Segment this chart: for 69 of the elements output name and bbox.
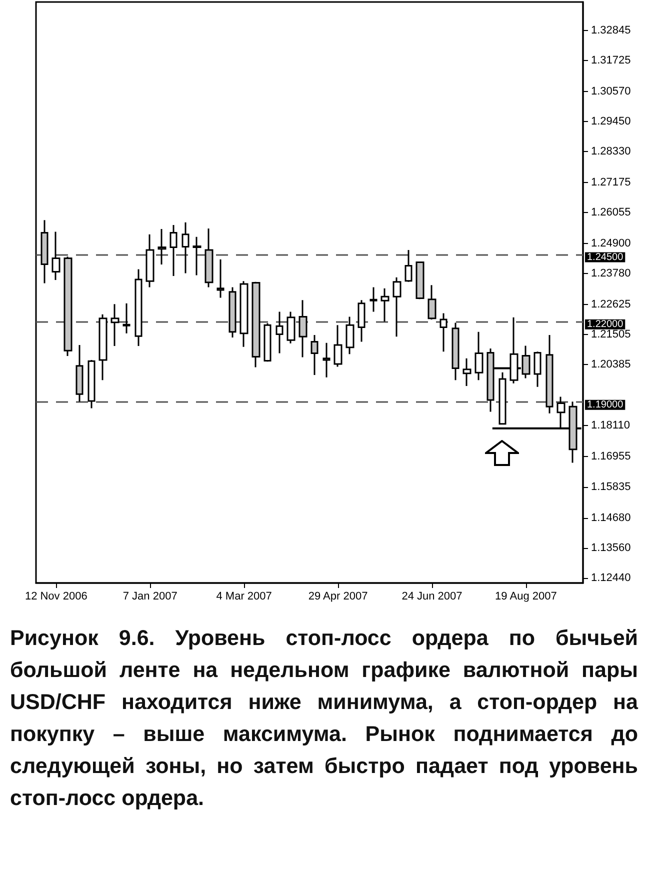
y-tick-label: 1.13560 [591, 542, 631, 554]
candlestick [392, 276, 402, 338]
y-tick-label: 1.32845 [591, 24, 631, 36]
y-tick-label: 1.18110 [591, 420, 630, 432]
candlestick [252, 281, 260, 368]
ref-line-label: 1.22000 [587, 318, 624, 330]
candlestick [380, 288, 390, 322]
y-tick-label: 1.12440 [591, 572, 631, 584]
ref-line-label: 1.19000 [587, 399, 624, 410]
x-tick-label: 7 Jan 2007 [122, 590, 178, 602]
candlestick [192, 236, 202, 276]
x-tick-label: 4 Mar 2007 [216, 590, 272, 602]
candlestick [428, 284, 436, 320]
candlestick [216, 258, 224, 298]
y-tick-label: 1.27175 [591, 176, 631, 188]
candlestick [498, 372, 506, 426]
y-tick-label: 1.26055 [591, 206, 631, 219]
y-tick-label: 1.20385 [591, 358, 631, 371]
x-tick-label: 19 Aug 2007 [495, 590, 557, 602]
candlestick [64, 256, 72, 357]
candlestick [346, 316, 354, 355]
text: Рисунок 9.6. Уровень стоп-лосс ордера по бычьей большой ленте на недельном графике валютной пары USD/CHF находится ниже минимума, а стоп-ордер на покупку – выше максимума. Рынок поднимается до следующей зоны, но затем быстро падает под уровень стоп-лосс ордера. [10, 625, 638, 812]
candlestick [88, 359, 96, 410]
candlestick [146, 234, 154, 288]
candlestick [474, 331, 484, 381]
candlestick [264, 322, 272, 362]
candlestick [298, 299, 308, 358]
y-tick-label: 1.14680 [591, 512, 631, 524]
y-tick-label: 1.28330 [591, 145, 631, 158]
candlestick [98, 314, 108, 381]
y-tick-label: 1.31725 [591, 54, 631, 66]
x-tick-label: 29 Apr 2007 [308, 590, 368, 602]
candlestick [286, 310, 296, 344]
candlestick [370, 286, 378, 312]
y-tick-label: 1.23780 [591, 268, 631, 280]
candlestick [158, 228, 166, 266]
y-tick-label: 1.30570 [591, 85, 631, 98]
candlestick [240, 280, 248, 348]
ref-line-label: 1.24500 [587, 252, 624, 263]
x-tick-label: 24 Jun 2007 [402, 590, 462, 602]
y-tick-label: 1.24900 [591, 238, 631, 250]
candlestick [462, 358, 472, 387]
candlestick [40, 219, 48, 284]
candlestick [52, 230, 60, 281]
candlestick [334, 324, 342, 368]
candlestick [404, 249, 412, 283]
candlestick [546, 334, 554, 414]
candlestick [310, 334, 318, 376]
candlestick [122, 302, 130, 334]
y-tick-label: 1.15835 [591, 480, 631, 493]
candlestick [110, 303, 120, 347]
candlestick [416, 260, 424, 300]
candlestick [276, 310, 284, 354]
y-tick-label: 1.22625 [591, 298, 631, 311]
candlestick [452, 322, 460, 381]
x-tick-label: 12 Nov 2006 [24, 590, 88, 602]
candlestick [204, 228, 214, 288]
candlestick [358, 299, 366, 342]
candlestick [170, 224, 178, 277]
candlestick [228, 286, 236, 338]
candlestick [182, 222, 190, 274]
y-tick-label: 1.29450 [591, 115, 631, 128]
candlestick [440, 312, 448, 352]
candlestick [134, 268, 142, 347]
candlestick [76, 344, 84, 402]
y-tick-label: 1.16955 [591, 450, 631, 463]
candlestick [534, 350, 542, 388]
y-tick-label: 1.21505 [591, 328, 631, 341]
candlestick [322, 342, 330, 378]
